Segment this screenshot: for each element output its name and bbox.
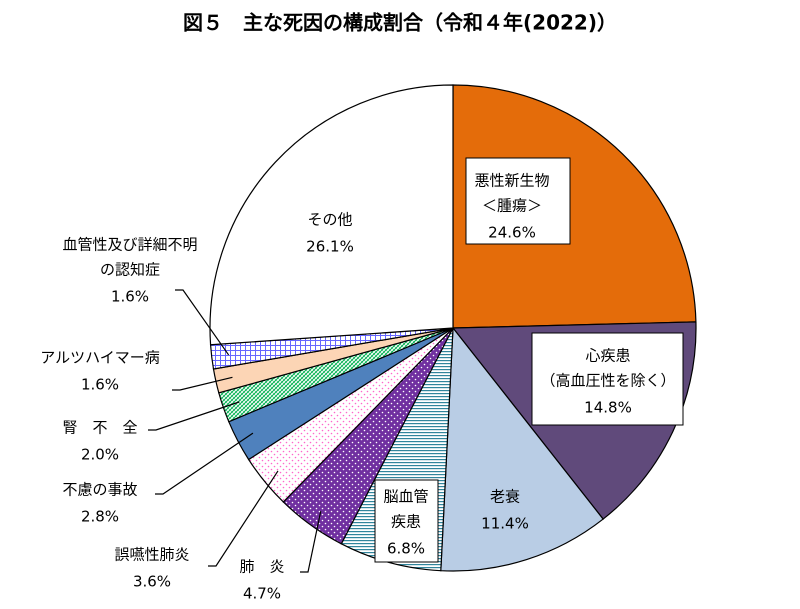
leader-line [148,401,240,431]
label-box [465,157,571,245]
category-label: 不慮の事故 [62,481,137,499]
pie-slice [440,326,604,572]
category-label: 心疾患 [585,347,630,365]
pie-slice [209,84,454,346]
value-label: 2.0% [81,446,119,464]
category-label: （高血圧性を除く） [540,372,675,390]
category-label: 誤嚥性肺炎 [114,546,189,564]
value-label: 26.1% [306,238,354,256]
category-label: その他 [307,211,352,229]
category-label: 老衰 [490,488,520,506]
value-label: 6.8% [387,540,425,558]
value-label: 4.7% [243,585,281,603]
chart-title: 図５ 主な死因の構成割合（令和４年(2022)） [183,11,617,35]
leader-line [300,511,322,573]
value-label: 11.4% [481,515,529,533]
category-label: アルツハイマー病 [40,349,160,367]
category-label: の認知症 [100,261,160,279]
category-label: 肺 炎 [239,558,284,576]
value-label: 1.6% [81,376,119,394]
pie-slice [452,84,697,329]
category-label: 悪性新生物 [474,172,549,190]
label-box [531,332,684,426]
label-box [374,479,439,563]
category-label: 血管性及び詳細不明 [62,236,197,254]
value-label: 2.8% [81,508,119,526]
leader-line [175,289,230,356]
leader-line [155,432,254,495]
category-label: ＜腫瘍＞ [482,197,542,215]
leader-line [208,470,279,567]
category-label: 脳血管 [383,488,428,506]
value-label: 1.6% [111,288,149,306]
value-label: 3.6% [133,573,171,591]
labels: 悪性新生物 ＜腫瘍＞ 24.6% 心疾患 （高血圧性を除く） 14.8% 老衰 11.4% 脳血… [40,157,684,603]
value-label: 24.6% [488,224,536,242]
leader-line [172,376,233,391]
pie [209,84,697,572]
category-label: 疾患 [391,513,421,531]
value-label: 14.8% [584,399,632,417]
category-label: 腎 不 全 [62,419,137,437]
